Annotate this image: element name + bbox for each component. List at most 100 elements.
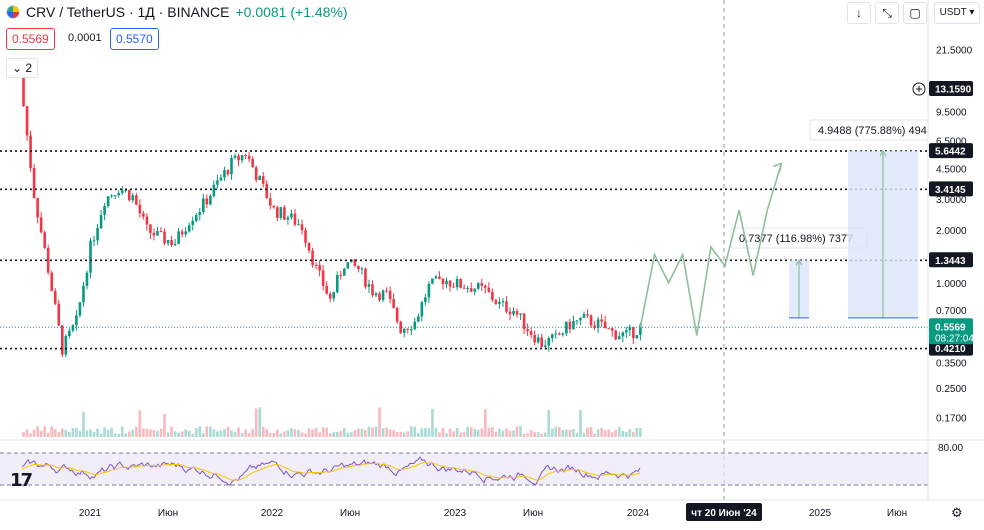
candle-body: [283, 207, 286, 220]
volume-bar: [494, 431, 498, 437]
volume-bar: [466, 427, 469, 437]
volume-bar: [265, 428, 269, 437]
candle-body: [166, 240, 170, 244]
time-axis[interactable]: 2021 Июн 2022 Июн 2023 Июн 2024 2025 Июн чт 20 Ию…: [0, 499, 984, 521]
volume-bar: [145, 428, 149, 437]
indicators-collapse-button[interactable]: ⌄ 2: [6, 58, 38, 78]
volume-bar: [177, 432, 180, 437]
candle-body: [617, 336, 621, 340]
sell-price-button[interactable]: 0.5569: [6, 28, 55, 50]
candle-body: [216, 180, 219, 185]
volume-bar: [607, 429, 610, 437]
crv-logo-icon: [6, 5, 20, 19]
candle-body: [261, 176, 265, 184]
candle-body: [596, 319, 600, 329]
candle-body: [332, 292, 336, 299]
crosshair-price-label: 13.1590: [935, 85, 972, 96]
buy-price-button[interactable]: 0.5570: [110, 28, 159, 50]
volume-bar: [209, 426, 212, 437]
candle-body: [339, 274, 343, 276]
plot-background: [0, 0, 928, 530]
symbol-header[interactable]: CRV / TetherUS · 1Д · BINANCE +0.0081 (+…: [6, 3, 348, 21]
volume-bar: [628, 429, 632, 437]
volume-bar: [431, 408, 434, 437]
fullscreen-icon[interactable]: ▢: [903, 2, 927, 24]
tradingview-logo: 17: [10, 470, 33, 491]
volume-bar: [184, 429, 187, 437]
volume-bar: [142, 428, 145, 437]
candle-body: [635, 334, 639, 339]
currency-select[interactable]: USDT ▾: [934, 2, 980, 24]
price-tick-label: 2.0000: [936, 226, 967, 237]
candle-body: [346, 262, 350, 269]
volume-bar: [381, 428, 385, 437]
gear-icon[interactable]: ⚙: [951, 505, 963, 520]
chevron-down-icon: ⌄: [11, 61, 23, 75]
volume-bar: [603, 430, 607, 437]
candle-body: [53, 290, 57, 304]
volume-bar: [61, 428, 64, 437]
volume-bar: [212, 429, 216, 437]
time-tick-label: Июн: [523, 508, 543, 519]
volume-bar: [568, 429, 572, 437]
volume-bar: [53, 429, 57, 437]
volume-bar: [575, 432, 579, 437]
volume-bar: [543, 432, 547, 437]
projection-path[interactable]: [639, 162, 783, 336]
candle-body: [409, 329, 413, 331]
volume-bar: [64, 430, 68, 437]
candle-body: [272, 205, 276, 208]
volume-bar: [413, 426, 417, 437]
volume-bar: [512, 430, 515, 437]
candle-body: [480, 283, 484, 286]
candle-body: [462, 287, 466, 289]
volume-bar: [621, 431, 625, 437]
candle-body: [603, 321, 607, 329]
volume-bar: [473, 428, 477, 437]
level-price-label: 1.3443: [935, 256, 966, 267]
candle-body: [582, 314, 586, 318]
candle-body: [78, 302, 82, 316]
volume-bar: [350, 432, 353, 437]
candle-body: [149, 224, 152, 233]
candle-body: [184, 231, 187, 235]
candle-body: [572, 321, 575, 330]
candle-body: [173, 243, 177, 246]
volume-bar: [371, 427, 374, 437]
plus-icon-cross: [916, 86, 922, 92]
volume-bar: [343, 428, 346, 437]
volume-bar: [43, 426, 46, 437]
volume-bar: [395, 431, 399, 437]
volume-bar: [159, 428, 163, 437]
measure-tools[interactable]: 0.7377 (116.98%) 7377 4.9488 (775.88%) 49…: [730, 119, 929, 319]
price-axis[interactable]: 21.5000 9.5000 6.5000 4.5000 3.0000 2.0000 1.0…: [912, 0, 974, 500]
price-tick-label: 9.5000: [936, 107, 967, 118]
candle-body: [106, 196, 110, 207]
volume-bar: [399, 431, 402, 437]
volume-bar: [68, 431, 71, 437]
candle-body: [297, 224, 300, 226]
volume-bar: [240, 432, 244, 437]
volume-bar: [409, 426, 413, 437]
candle-body: [117, 193, 120, 196]
scale-icon[interactable]: ⤡: [875, 2, 899, 24]
volume-bar: [378, 407, 381, 437]
candle-body: [198, 211, 202, 216]
down-arrow-icon[interactable]: ↓: [847, 2, 871, 24]
candle-body: [290, 213, 293, 218]
candle-body: [364, 268, 367, 287]
volume-bar: [367, 426, 371, 437]
candle-body: [512, 310, 515, 315]
volume-bar: [131, 429, 135, 437]
volume-bar: [332, 432, 336, 437]
candle-body: [258, 176, 261, 181]
candle-body: [357, 265, 360, 269]
candle-body: [441, 278, 445, 285]
candle-body: [561, 333, 565, 335]
candle-body: [307, 242, 311, 251]
candle-body: [212, 184, 216, 196]
candle-body: [131, 195, 135, 201]
volume-bar: [113, 433, 117, 437]
chart-grid: [0, 0, 928, 530]
